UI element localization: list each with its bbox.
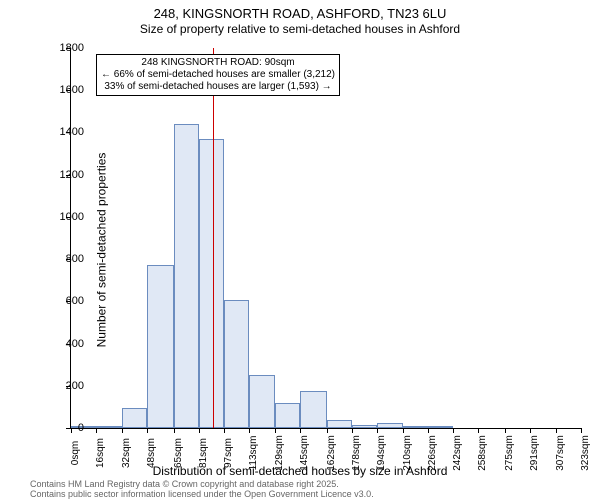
y-tick-label: 0 bbox=[44, 422, 84, 434]
histogram-bar bbox=[275, 403, 300, 428]
y-tick-label: 400 bbox=[44, 338, 84, 350]
x-tick-mark bbox=[249, 428, 250, 433]
x-tick-label: 291sqm bbox=[529, 435, 540, 471]
annotation-line-1: 248 KINGSNORTH ROAD: 90sqm bbox=[101, 57, 335, 69]
x-tick-mark bbox=[556, 428, 557, 433]
histogram-bar bbox=[428, 426, 453, 428]
histogram-bar bbox=[147, 265, 174, 428]
x-tick-label: 145sqm bbox=[299, 435, 310, 471]
x-tick-label: 178sqm bbox=[351, 435, 362, 471]
x-tick-label: 323sqm bbox=[580, 435, 591, 471]
histogram-bar bbox=[403, 426, 428, 428]
annotation-line-2: ← 66% of semi-detached houses are smalle… bbox=[101, 69, 335, 81]
x-tick-label: 32sqm bbox=[121, 438, 132, 468]
histogram-bar bbox=[327, 420, 352, 428]
x-tick-mark bbox=[96, 428, 97, 433]
plot-area: 248 KINGSNORTH ROAD: 90sqm← 66% of semi-… bbox=[70, 48, 581, 429]
footer-attribution: Contains HM Land Registry data © Crown c… bbox=[30, 480, 374, 500]
y-tick-label: 1600 bbox=[44, 84, 84, 96]
histogram-bar bbox=[96, 426, 121, 428]
x-tick-mark bbox=[224, 428, 225, 433]
x-tick-label: 242sqm bbox=[452, 435, 463, 471]
histogram-bar bbox=[174, 124, 199, 428]
x-tick-label: 113sqm bbox=[248, 436, 259, 471]
x-tick-label: 16sqm bbox=[95, 438, 106, 468]
x-tick-mark bbox=[300, 428, 301, 433]
chart-container: 248, KINGSNORTH ROAD, ASHFORD, TN23 6LU … bbox=[0, 0, 600, 500]
x-tick-mark bbox=[199, 428, 200, 433]
x-tick-label: 194sqm bbox=[376, 435, 387, 471]
y-tick-label: 200 bbox=[44, 380, 84, 392]
x-tick-label: 81sqm bbox=[198, 438, 209, 468]
x-tick-mark bbox=[275, 428, 276, 433]
x-tick-label: 129sqm bbox=[274, 435, 285, 471]
x-tick-mark bbox=[327, 428, 328, 433]
x-tick-mark bbox=[403, 428, 404, 433]
histogram-bar bbox=[199, 139, 224, 428]
chart-title-sub: Size of property relative to semi-detach… bbox=[0, 22, 600, 36]
annotation-box: 248 KINGSNORTH ROAD: 90sqm← 66% of semi-… bbox=[96, 54, 340, 96]
x-tick-label: 210sqm bbox=[402, 435, 413, 471]
chart-title-main: 248, KINGSNORTH ROAD, ASHFORD, TN23 6LU bbox=[0, 6, 600, 21]
y-tick-label: 1000 bbox=[44, 211, 84, 223]
x-tick-label: 97sqm bbox=[223, 438, 234, 468]
histogram-bar bbox=[224, 300, 249, 428]
annotation-line-3: 33% of semi-detached houses are larger (… bbox=[101, 81, 335, 93]
histogram-bar bbox=[300, 391, 327, 428]
x-tick-label: 226sqm bbox=[427, 435, 438, 471]
x-tick-mark bbox=[453, 428, 454, 433]
histogram-bar bbox=[249, 375, 274, 428]
footer-line-2: Contains public sector information licen… bbox=[30, 490, 374, 500]
x-tick-mark bbox=[352, 428, 353, 433]
x-tick-mark bbox=[428, 428, 429, 433]
histogram-bar bbox=[122, 408, 147, 428]
x-tick-label: 307sqm bbox=[555, 435, 566, 471]
x-tick-mark bbox=[505, 428, 506, 433]
y-tick-label: 1200 bbox=[44, 169, 84, 181]
x-tick-label: 65sqm bbox=[173, 438, 184, 468]
x-tick-mark bbox=[581, 428, 582, 433]
x-tick-mark bbox=[122, 428, 123, 433]
x-tick-label: 48sqm bbox=[146, 438, 157, 468]
x-tick-label: 258sqm bbox=[477, 435, 488, 471]
x-tick-mark bbox=[478, 428, 479, 433]
y-tick-label: 1400 bbox=[44, 126, 84, 138]
y-tick-label: 800 bbox=[44, 253, 84, 265]
x-tick-mark bbox=[147, 428, 148, 433]
x-tick-label: 162sqm bbox=[326, 435, 337, 471]
histogram-bar bbox=[377, 423, 402, 428]
x-tick-mark bbox=[530, 428, 531, 433]
reference-line bbox=[213, 48, 214, 428]
histogram-bar bbox=[352, 425, 377, 428]
x-tick-label: 275sqm bbox=[504, 435, 515, 471]
x-tick-label: 0sqm bbox=[70, 441, 81, 465]
x-tick-mark bbox=[174, 428, 175, 433]
x-tick-mark bbox=[377, 428, 378, 433]
y-tick-label: 600 bbox=[44, 295, 84, 307]
y-tick-label: 1800 bbox=[44, 42, 84, 54]
